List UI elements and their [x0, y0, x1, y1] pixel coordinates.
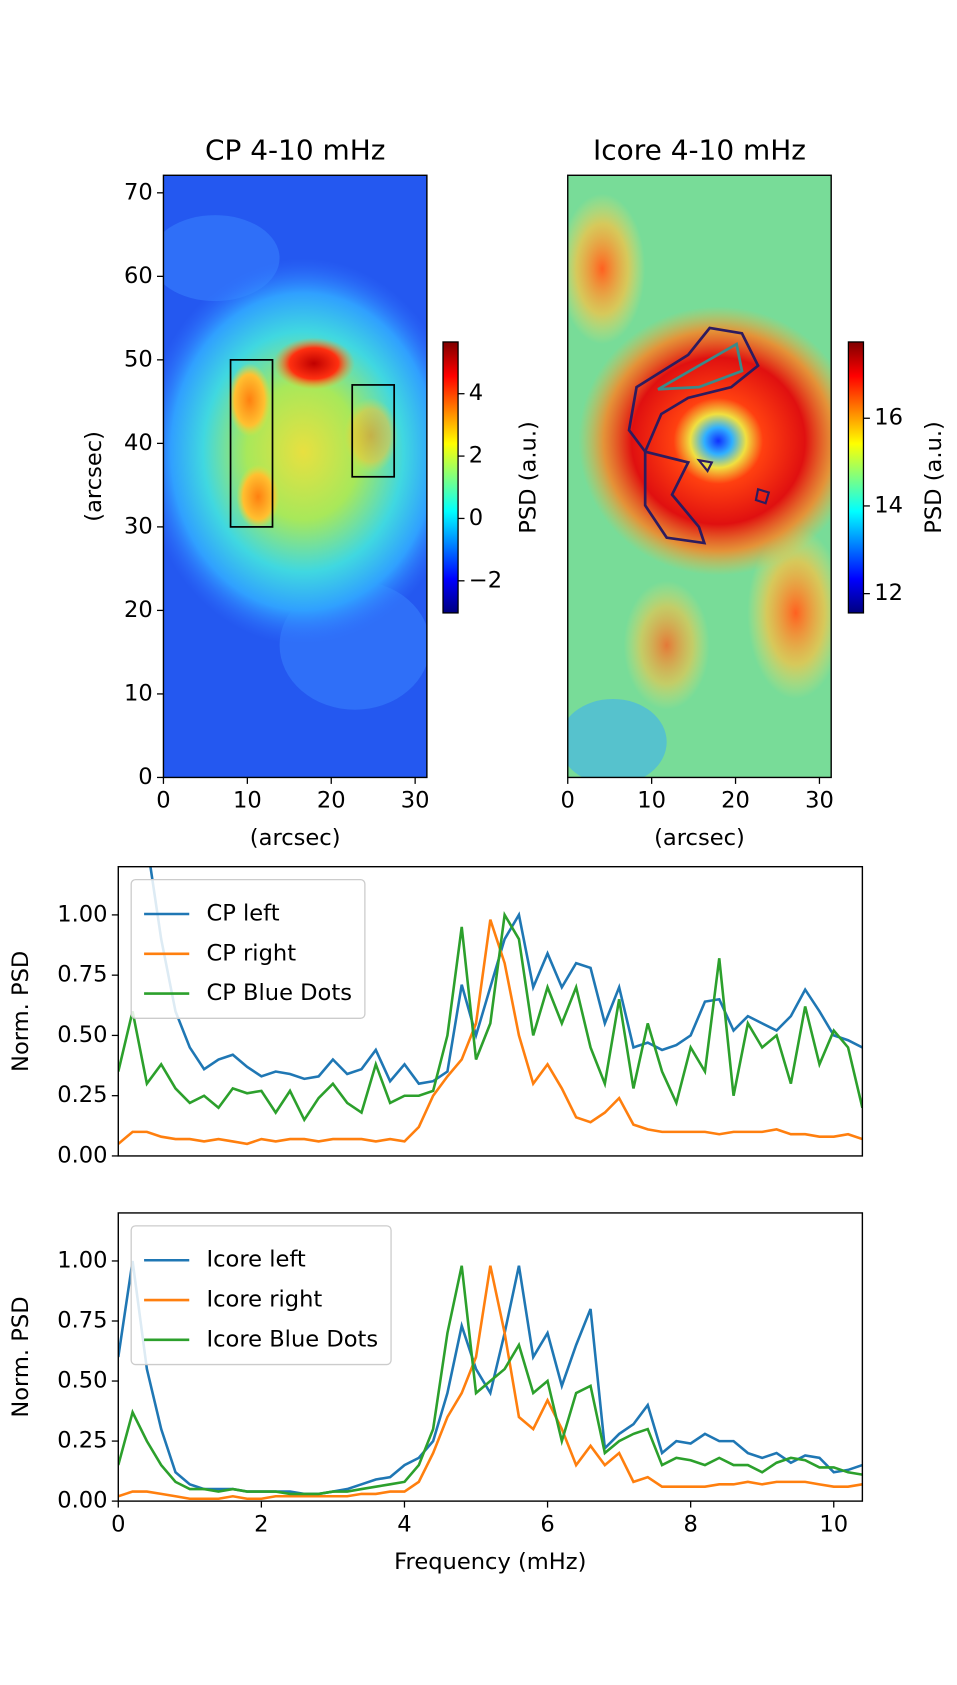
legend-label: Icore left [206, 1247, 305, 1273]
x-tick-label: 6 [540, 1511, 554, 1537]
x-tick-label: 8 [683, 1511, 697, 1537]
y-tick-label: 0.75 [57, 962, 107, 988]
colorbar [847, 341, 865, 614]
series-line [149, 866, 863, 1086]
x-tick-label: 10 [819, 1511, 848, 1537]
x-axis-label: Frequency (mHz) [394, 1549, 586, 1575]
colorbar-tick-label: 12 [874, 580, 903, 606]
y-tick-label: 20 [124, 597, 153, 623]
y-tick-label: 60 [124, 263, 153, 289]
axes-frame [567, 174, 832, 779]
y-tick-label: 0 [138, 764, 152, 790]
x-tick-label: 10 [233, 788, 262, 814]
legend-label: Icore right [206, 1287, 322, 1313]
x-tick-label: 20 [721, 788, 750, 814]
y-tick-label: 0.50 [57, 1368, 107, 1394]
region-box [229, 359, 274, 528]
x-tick-label: 20 [317, 788, 346, 814]
axes-title: CP 4-10 mHz [205, 134, 385, 167]
x-axis-label: (arcsec) [250, 825, 341, 851]
series-line [118, 1265, 863, 1501]
axes-frame [117, 1212, 864, 1502]
colorbar-tick-label: 16 [874, 405, 903, 431]
colorbar-tick-label: 0 [469, 505, 483, 531]
legend: CP left CP right CP Blue Dots [130, 878, 366, 1019]
x-tick-label: 0 [111, 1511, 125, 1537]
y-axis-label: Norm. PSD [8, 1296, 34, 1417]
y-tick-label: 40 [124, 430, 153, 456]
axes-frame [117, 865, 864, 1157]
y-axis-label: Norm. PSD [8, 951, 34, 1072]
colorbar-tick-label: −2 [469, 567, 502, 593]
y-tick-label: 1.00 [57, 901, 107, 927]
x-tick-label: 10 [637, 788, 666, 814]
legend-label: CP Blue Dots [206, 980, 352, 1006]
x-tick-label: 2 [254, 1511, 268, 1537]
colorbar-label: PSD (a.u.) [516, 421, 542, 534]
axes-frame [162, 174, 428, 779]
legend-frame [130, 1225, 392, 1366]
y-tick-label: 50 [124, 346, 153, 372]
x-tick-label: 0 [156, 788, 170, 814]
legend-frame [130, 878, 366, 1019]
colorbar [442, 341, 459, 614]
colorbar-tick-label: 4 [469, 380, 483, 406]
x-tick-label: 30 [401, 788, 430, 814]
y-tick-label: 0.00 [57, 1488, 107, 1514]
x-tick-label: 4 [397, 1511, 411, 1537]
y-tick-label: 0.25 [57, 1082, 107, 1108]
y-tick-label: 0.00 [57, 1142, 107, 1168]
y-tick-label: 0.75 [57, 1307, 107, 1333]
x-tick-label: 0 [561, 788, 575, 814]
y-tick-label: 1.00 [57, 1247, 107, 1273]
colorbar-tick-label: 14 [874, 492, 903, 518]
colorbar-tick-label: 2 [469, 443, 483, 469]
colorbar-label: PSD (a.u.) [921, 421, 947, 534]
heatmap-image [567, 175, 832, 778]
legend: Icore left Icore right Icore Blue Dots [130, 1225, 392, 1366]
y-tick-label: 70 [124, 179, 153, 205]
y-tick-label: 0.25 [57, 1428, 107, 1454]
series-line [118, 1265, 863, 1496]
axes-title: Icore 4-10 mHz [593, 134, 806, 167]
series-line [118, 910, 863, 1123]
y-axis-label: (arcsec) [81, 431, 107, 522]
y-tick-label: 10 [124, 680, 153, 706]
y-tick-label: 0.50 [57, 1022, 107, 1048]
series-line [118, 919, 863, 1146]
legend-label: CP right [206, 940, 296, 966]
x-axis-label: (arcsec) [654, 825, 745, 851]
x-tick-label: 30 [805, 788, 834, 814]
legend-label: CP left [206, 901, 279, 927]
heatmap-image [163, 175, 427, 778]
legend-label: Icore Blue Dots [206, 1326, 378, 1352]
region-box [351, 384, 396, 478]
y-tick-label: 30 [124, 513, 153, 539]
